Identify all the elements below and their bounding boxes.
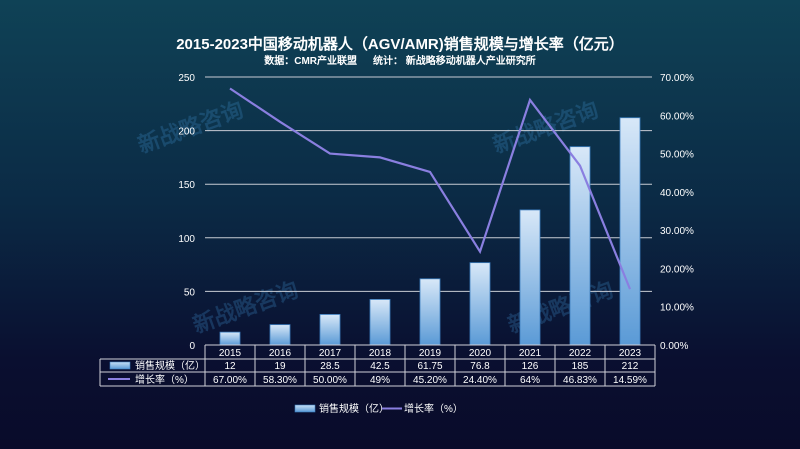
x-tick-label: 2019 — [419, 348, 442, 359]
bar-value-cell: 19 — [274, 361, 286, 372]
x-tick-label: 2022 — [569, 348, 592, 359]
growth-value-cell: 64% — [520, 375, 540, 386]
bar — [469, 262, 491, 346]
bar — [369, 299, 391, 346]
y-left-tick-label: 100 — [178, 234, 195, 245]
y-right-tick-label: 20.00% — [660, 264, 694, 275]
x-tick-label: 2016 — [269, 348, 292, 359]
bar — [519, 209, 541, 346]
bar — [619, 117, 641, 346]
bar-value-cell: 126 — [522, 361, 539, 372]
chart-title: 2015-2023中国移动机器人（AGV/AMR)销售规模与增长率（亿元） — [176, 36, 624, 53]
growth-value-cell: 50.00% — [313, 375, 347, 386]
y-right-tick-label: 60.00% — [660, 111, 694, 122]
bar-value-cell: 28.5 — [320, 361, 340, 372]
growth-value-cell: 14.59% — [613, 375, 647, 386]
y-left-tick-label: 150 — [178, 180, 195, 191]
table-row-label: 销售规模（亿） — [135, 359, 205, 372]
bar-value-cell: 42.5 — [370, 361, 390, 372]
bar — [319, 314, 341, 346]
y-right-tick-label: 10.00% — [660, 303, 694, 314]
stat-text: 统计： 新战略移动机器人产业研究所 — [373, 56, 536, 67]
y-left-tick-label: 0 — [189, 341, 195, 352]
bar-value-cell: 12 — [224, 361, 236, 372]
y-right-tick-label: 0.00% — [660, 341, 688, 352]
growth-value-cell: 58.30% — [263, 375, 297, 386]
y-left-tick-label: 250 — [178, 73, 195, 84]
legend-bar-label: 销售规模（亿） — [319, 402, 389, 415]
growth-value-cell: 45.20% — [413, 375, 447, 386]
growth-value-cell: 49% — [370, 375, 390, 386]
growth-line — [229, 87, 632, 290]
x-tick-label: 2015 — [219, 348, 242, 359]
source-text: 数据：CMR产业联盟 — [264, 56, 357, 67]
bar-value-cell: 185 — [572, 361, 589, 372]
bar-value-cell: 76.8 — [470, 361, 490, 372]
legend-line-label: 增长率（%） — [404, 402, 463, 415]
x-tick-label: 2017 — [319, 348, 342, 359]
bar — [269, 324, 291, 346]
bar — [419, 278, 441, 346]
bar-value-cell: 212 — [622, 361, 639, 372]
y-left-tick-label: 50 — [184, 287, 196, 298]
chart-subtitle: 数据：CMR产业联盟 统计： 新战略移动机器人产业研究所 — [0, 52, 800, 67]
bar — [569, 146, 591, 346]
table-row-label: 增长率（%） — [135, 373, 194, 386]
legend-key-bar — [109, 361, 131, 370]
x-tick-label: 2021 — [519, 348, 542, 359]
y-right-tick-label: 70.00% — [660, 73, 694, 84]
x-tick-label: 2023 — [619, 348, 642, 359]
y-right-tick-label: 50.00% — [660, 150, 694, 161]
x-tick-label: 2018 — [369, 348, 392, 359]
growth-value-cell: 24.40% — [463, 375, 497, 386]
bar — [219, 331, 241, 346]
y-right-tick-label: 30.00% — [660, 226, 694, 237]
growth-value-cell: 46.83% — [563, 375, 597, 386]
legend-bar-swatch — [294, 404, 316, 413]
y-left-tick-label: 200 — [178, 127, 195, 138]
y-right-tick-label: 40.00% — [660, 188, 694, 199]
growth-value-cell: 67.00% — [213, 375, 247, 386]
x-tick-label: 2020 — [469, 348, 492, 359]
bar-value-cell: 61.75 — [417, 361, 442, 372]
